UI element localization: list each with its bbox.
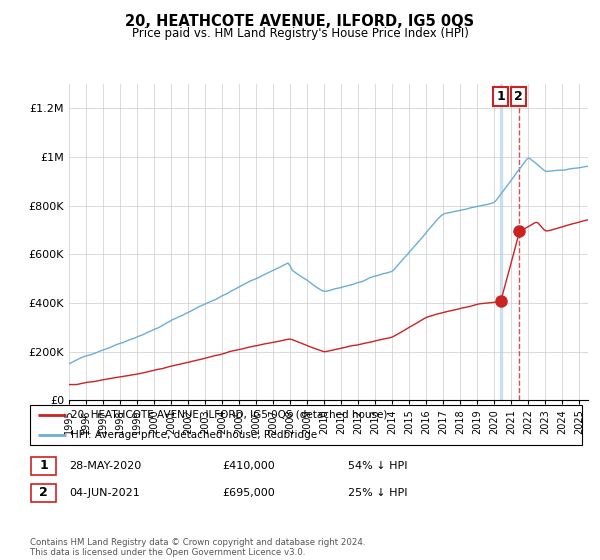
Text: 20, HEATHCOTE AVENUE, ILFORD, IG5 0QS (detached house): 20, HEATHCOTE AVENUE, ILFORD, IG5 0QS (d… (71, 410, 388, 420)
Text: 28-MAY-2020: 28-MAY-2020 (69, 461, 141, 471)
Text: Contains HM Land Registry data © Crown copyright and database right 2024.
This d: Contains HM Land Registry data © Crown c… (30, 538, 365, 557)
Text: Price paid vs. HM Land Registry's House Price Index (HPI): Price paid vs. HM Land Registry's House … (131, 27, 469, 40)
Text: £695,000: £695,000 (222, 488, 275, 498)
Bar (500, 84, 502, 400)
Text: 2: 2 (40, 486, 48, 500)
Text: HPI: Average price, detached house, Redbridge: HPI: Average price, detached house, Redb… (71, 430, 317, 440)
Text: 20, HEATHCOTE AVENUE, ILFORD, IG5 0QS: 20, HEATHCOTE AVENUE, ILFORD, IG5 0QS (125, 14, 475, 29)
Text: 1: 1 (496, 90, 505, 104)
Text: 2: 2 (514, 90, 523, 104)
Text: 1: 1 (40, 459, 48, 473)
Text: 54% ↓ HPI: 54% ↓ HPI (348, 461, 407, 471)
Text: 04-JUN-2021: 04-JUN-2021 (69, 488, 140, 498)
Text: £410,000: £410,000 (222, 461, 275, 471)
Text: 25% ↓ HPI: 25% ↓ HPI (348, 488, 407, 498)
